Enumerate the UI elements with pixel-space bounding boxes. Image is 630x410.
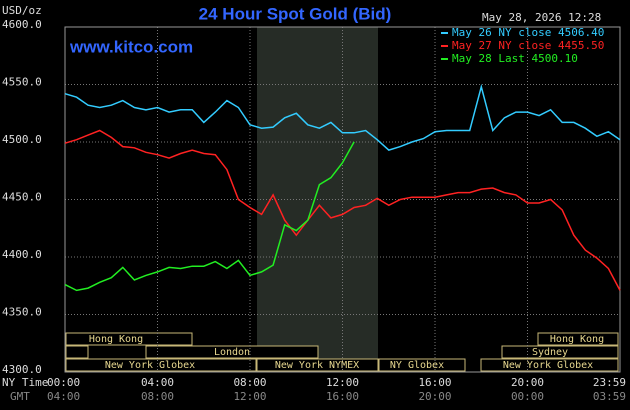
session-label: London	[214, 347, 250, 358]
x2-tick-label: 03:59	[593, 390, 626, 403]
x-tick-label: 04:00	[141, 376, 174, 389]
x-tick-label: 00:00	[47, 376, 80, 389]
y-tick-label: 4600.0	[2, 18, 42, 31]
x-axis-label: NY Time	[2, 376, 48, 389]
legend-label: May 28 Last 4500.10	[452, 52, 578, 65]
sessions: Hong Kong London New York Globex New Yor…	[65, 332, 619, 372]
series-line	[64, 83, 621, 151]
session-box	[256, 358, 379, 372]
legend-label: May 26 NY close 4506.40	[452, 26, 604, 39]
session-box	[480, 358, 619, 372]
session-box	[65, 345, 89, 359]
session-label: Hong Kong	[550, 334, 604, 345]
x2-tick-label: 04:00	[47, 390, 80, 403]
x-tick-label: 12:00	[326, 376, 359, 389]
session-box	[145, 345, 319, 359]
x-tick-label: 16:00	[418, 376, 451, 389]
x2-tick-label: 08:00	[141, 390, 174, 403]
x2-tick-label: 00:00	[511, 390, 544, 403]
chart-title: 24 Hour Spot Gold (Bid)	[199, 4, 392, 23]
y-tick-label: 4350.0	[2, 306, 42, 319]
x2-tick-label: 16:00	[326, 390, 359, 403]
y-tick-label: 4400.0	[2, 248, 42, 261]
series-line	[64, 141, 355, 292]
y-tick-label: 4300.0	[2, 363, 42, 376]
x2-tick-label: 20:00	[418, 390, 451, 403]
x2-axis-label: GMT	[10, 390, 30, 403]
y-tick-label: 4500.0	[2, 133, 42, 146]
session-label: Hong Kong	[89, 334, 143, 345]
session-box	[65, 332, 193, 346]
x-tick-label: 20:00	[511, 376, 544, 389]
session-box	[378, 358, 466, 372]
site-label: www.kitco.com	[69, 37, 193, 56]
session-label: New York Globex	[105, 360, 195, 371]
timestamp: May 28, 2026 12:28	[482, 11, 601, 24]
unit-label: USD/oz	[2, 4, 42, 17]
session-box	[501, 345, 619, 359]
session-box	[65, 358, 257, 372]
y-tick-label: 4550.0	[2, 76, 42, 89]
legend-label: May 27 NY close 4455.50	[452, 39, 604, 52]
session-box	[537, 332, 619, 346]
x-tick-label: 23:59	[593, 376, 626, 389]
session-label: New York NYMEX	[275, 360, 359, 371]
session-label: New York Globex	[503, 360, 593, 371]
session-label: NY Globex	[390, 360, 444, 371]
x-tick-label: 08:00	[233, 376, 266, 389]
plot-border	[64, 26, 621, 373]
series-line	[64, 129, 621, 291]
y-tick-label: 4450.0	[2, 191, 42, 204]
session-label: Sydney	[532, 347, 568, 358]
x2-tick-label: 12:00	[233, 390, 266, 403]
